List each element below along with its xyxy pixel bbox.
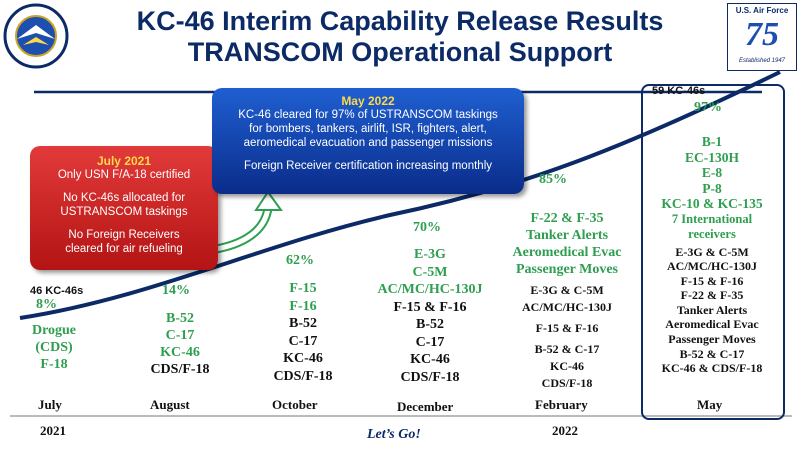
capability-item: B-52 & C-17 <box>534 342 600 356</box>
capability-item: B-52 <box>289 316 317 331</box>
may-callout-line: Foreign Receiver certification increasin… <box>244 160 492 172</box>
july-callout-line: No KC-46s allocated for <box>62 192 186 204</box>
end-fleet-count: 59 KC-46s <box>652 85 706 97</box>
capability-item: Tanker Alerts <box>676 302 748 317</box>
amc-seal-icon <box>3 3 69 69</box>
capability-item: F-16 <box>289 298 317 314</box>
capability-item: KC-46 & CDS/F-18 <box>661 361 763 376</box>
capability-item: E-3G <box>414 247 446 262</box>
month-label-may: May <box>697 397 723 412</box>
capability-item: C-5M <box>412 264 448 280</box>
year-label-2021: 2021 <box>40 423 66 438</box>
capability-item: B-52 & C-17 <box>679 346 745 361</box>
month-label-february: February <box>535 397 588 412</box>
capability-item: F-15 <box>289 281 317 296</box>
arrow-head <box>254 190 283 211</box>
capability-item: C-17 <box>165 328 195 343</box>
capability-item: Passenger Moves <box>516 262 618 277</box>
july-callout-line: cleared for air refueling <box>65 243 183 255</box>
month-label-october: October <box>272 397 318 412</box>
capability-item: B-1 <box>701 134 723 149</box>
usaf-logo-number: 75 <box>745 16 779 53</box>
capability-item: CDS/F-18 <box>541 376 593 390</box>
capability-item: KC-46 <box>283 351 323 366</box>
percent-december: 70% <box>413 220 441 235</box>
capability-item: KC-46 <box>550 359 584 373</box>
title-line-1: KC-46 Interim Capability Release Results <box>136 6 664 36</box>
may-highlight-box <box>641 84 785 420</box>
capability-item: Aeromedical Evac <box>512 245 622 260</box>
july-callout-line: USTRANSCOM taskings <box>60 206 188 218</box>
capability-item: CDS/F-18 <box>150 362 210 377</box>
capability-item: KC-10 & KC-135 <box>661 196 763 211</box>
may-callout-line: KC-46 cleared for 97% of USTRANSCOM task… <box>238 109 498 121</box>
capability-item: CDS/F-18 <box>273 368 333 384</box>
capability-item: Tanker Alerts <box>525 228 609 243</box>
start-fleet-count: 46 KC-46s <box>30 285 84 297</box>
capability-item: AC/MC/HC-130J <box>667 259 757 274</box>
column-july: Drogue (CDS) F-18 <box>6 322 102 373</box>
usaf-logo-sub: Established 1947 <box>738 58 786 64</box>
capability-item: F-15 & F-16 <box>393 299 467 315</box>
capability-item: E-3G & C-5M <box>530 283 604 297</box>
title-line-2: TRANSCOM Operational Support <box>187 37 613 67</box>
month-label-august: August <box>150 397 190 412</box>
capability-item: F-15 & F-16 <box>680 273 744 288</box>
may-callout-line: for bombers, tankers, airlift, ISR, figh… <box>249 123 487 135</box>
percent-february: 85% <box>539 172 567 187</box>
capability-item: (CDS) <box>35 340 73 355</box>
capability-item: EC-130H <box>685 149 739 165</box>
percent-october: 62% <box>286 253 314 268</box>
slogan: Let’s Go! <box>367 427 421 442</box>
month-label-july: July <box>38 397 62 412</box>
may-callout: May 2022 KC-46 cleared for 97% of USTRAN… <box>212 88 524 194</box>
capability-item: Drogue <box>31 323 77 338</box>
may-callout-title: May 2022 <box>341 94 395 108</box>
capability-item: KC-46 <box>410 352 450 367</box>
capability-item: P-8 <box>702 180 722 196</box>
column-may: B-1 EC-130H E-8 P-8 KC-10 & KC-135 7 Int… <box>643 134 781 376</box>
capability-item: receivers <box>688 227 736 241</box>
trend-line <box>19 70 781 320</box>
july-callout-line: No Foreign Receivers <box>68 229 180 241</box>
capability-item: F-22 & F-35 <box>530 211 604 226</box>
capability-item: B-52 <box>166 311 194 326</box>
column-february: F-22 & F-35 Tanker Alerts Aeromedical Ev… <box>492 210 642 392</box>
percent-may: 97% <box>694 100 722 115</box>
capability-item: Passenger Moves <box>668 332 756 347</box>
capability-item: F-15 & F-16 <box>535 321 599 335</box>
july-callout-line: Only USN F/A-18 certified <box>57 169 191 181</box>
capability-item: AC/MC/HC-130J <box>377 282 483 297</box>
year-label-2022: 2022 <box>552 423 578 438</box>
capability-item: Aeromedical Evac <box>665 317 759 332</box>
column-august: B-52 C-17 KC-46 CDS/F-18 <box>125 310 235 378</box>
capability-item: F-22 & F-35 <box>680 288 744 303</box>
capability-item: C-17 <box>288 333 318 349</box>
usaf-75th-logo: U.S. Air Force 75 Established 1947 <box>727 3 797 71</box>
usaf-logo-label: U.S. Air Force <box>735 6 789 15</box>
air-mobility-command-logo <box>3 3 69 69</box>
column-december: E-3G C-5M AC/MC/HC-130J F-15 & F-16 B-52… <box>360 246 500 386</box>
capability-item: 7 International <box>671 211 753 226</box>
month-label-december: December <box>397 399 454 414</box>
july-callout-title: July 2021 <box>96 154 152 168</box>
july-callout: July 2021 Only USN F/A-18 certified No K… <box>30 146 218 270</box>
capability-item: CDS/F-18 <box>400 369 460 385</box>
page-title: KC-46 Interim Capability Release Results… <box>0 6 800 68</box>
column-october: F-15 F-16 B-52 C-17 KC-46 CDS/F-18 <box>248 280 358 385</box>
capability-item: AC/MC/HC-130J <box>522 300 612 314</box>
capability-item: E-8 <box>701 165 723 180</box>
capability-item: C-17 <box>415 334 445 350</box>
percent-august: 14% <box>162 283 190 298</box>
percent-july: 8% <box>36 297 57 312</box>
capability-item: E-3G & C-5M <box>675 244 749 259</box>
capability-item: KC-46 <box>160 345 200 360</box>
capability-item: F-18 <box>40 357 68 372</box>
may-callout-line: aeromedical evacuation and passenger mis… <box>243 137 493 149</box>
capability-item: B-52 <box>416 317 444 332</box>
